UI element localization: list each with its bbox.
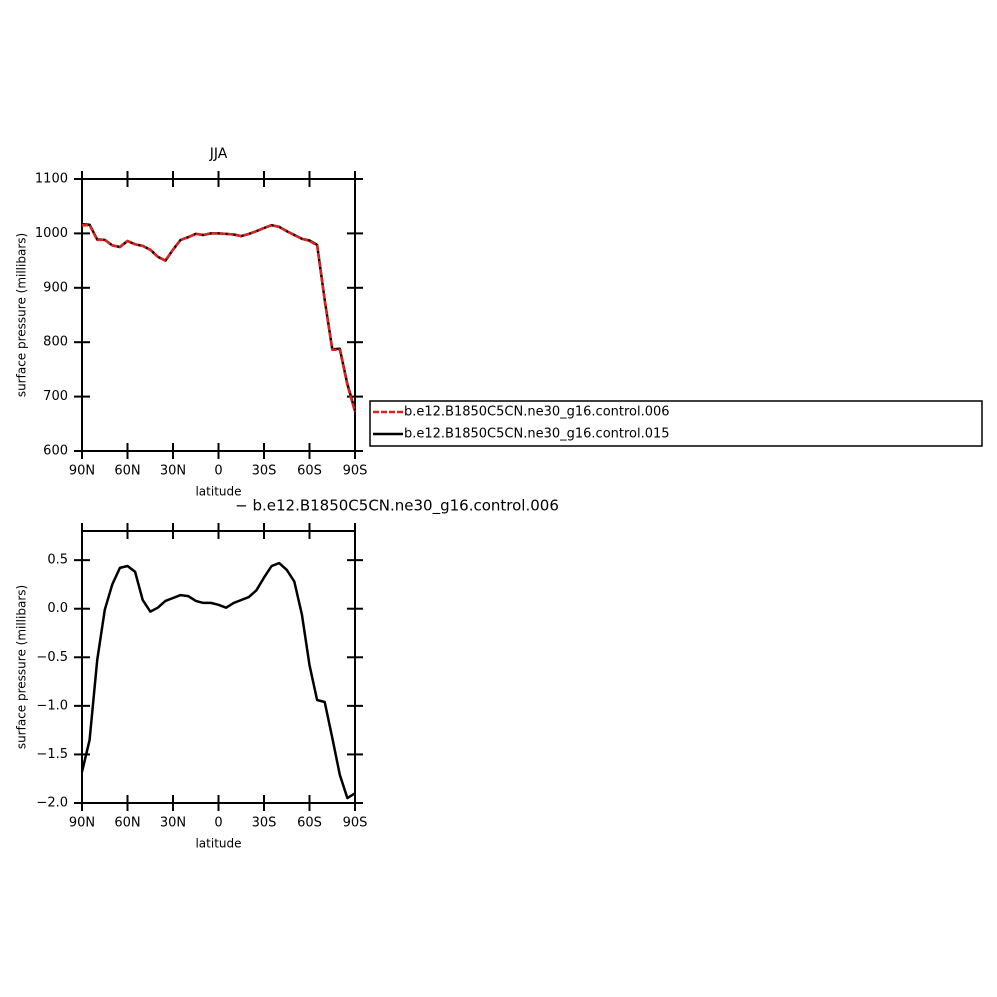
chart-title: JJA bbox=[209, 146, 228, 162]
y-tick-label: 600 bbox=[43, 444, 68, 459]
data-line bbox=[81, 222, 357, 412]
y-tick-label: 800 bbox=[43, 335, 68, 350]
legend-label: b.e12.B1850C5CN.ne30_g16.control.015 bbox=[404, 427, 670, 442]
x-tick-label: 60N bbox=[114, 464, 140, 479]
y-tick-label: −0.5 bbox=[36, 650, 68, 665]
x-axis-label: latitude bbox=[195, 837, 241, 851]
plot-frame bbox=[81, 530, 356, 804]
y-axis-label: surface pressure (millibars) bbox=[15, 585, 29, 749]
x-tick-label: 30S bbox=[252, 464, 277, 479]
x-tick-label: 90S bbox=[343, 816, 368, 831]
legend-label: b.e12.B1850C5CN.ne30_g16.control.006 bbox=[404, 405, 670, 420]
y-tick-label: −2.0 bbox=[36, 796, 68, 811]
y-tick-label: 1100 bbox=[35, 172, 68, 187]
x-axis-label: latitude bbox=[195, 485, 241, 499]
x-tick-label: 30N bbox=[160, 464, 186, 479]
x-tick-label: 90S bbox=[343, 464, 368, 479]
y-tick-label: 1000 bbox=[35, 226, 68, 241]
y-tick-label: −1.5 bbox=[36, 747, 68, 762]
chart-title: − b.e12.B1850C5CN.ne30_g16.control.006 bbox=[235, 497, 559, 516]
data-line bbox=[80, 561, 356, 800]
y-tick-label: 0.0 bbox=[47, 601, 68, 616]
x-tick-label: 30S bbox=[252, 816, 277, 831]
y-tick-label: 0.5 bbox=[47, 553, 68, 568]
data-line bbox=[82, 223, 357, 413]
y-tick-label: 900 bbox=[43, 280, 68, 295]
y-tick-label: 700 bbox=[43, 389, 68, 404]
x-tick-label: 90N bbox=[69, 464, 95, 479]
y-axis-label: surface pressure (millibars) bbox=[15, 233, 29, 397]
x-tick-label: 60S bbox=[297, 464, 322, 479]
x-tick-label: 0 bbox=[214, 816, 222, 831]
x-tick-label: 60S bbox=[297, 816, 322, 831]
x-tick-label: 30N bbox=[160, 816, 186, 831]
legend-box bbox=[369, 400, 983, 447]
plot-frame bbox=[81, 178, 356, 452]
x-tick-label: 0 bbox=[214, 464, 222, 479]
x-tick-label: 60N bbox=[114, 816, 140, 831]
x-tick-label: 90N bbox=[69, 816, 95, 831]
y-tick-label: −1.0 bbox=[36, 698, 68, 713]
